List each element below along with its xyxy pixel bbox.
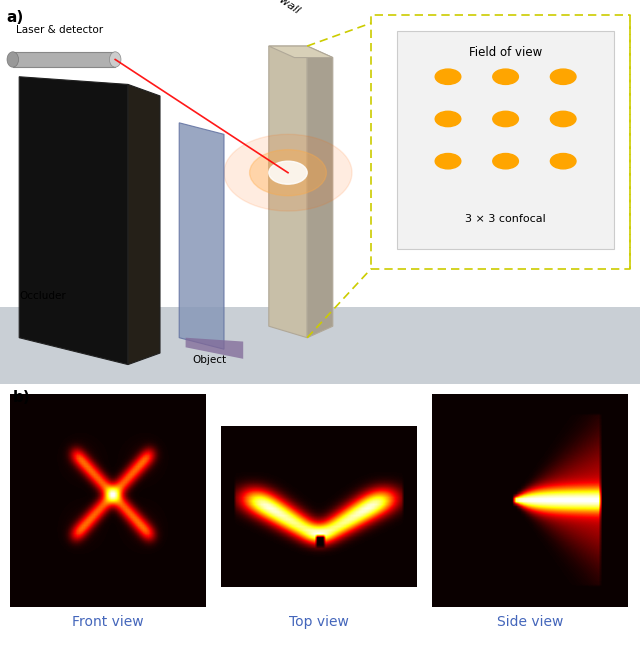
Polygon shape (186, 338, 243, 359)
Polygon shape (307, 46, 333, 338)
Circle shape (435, 69, 461, 85)
Polygon shape (19, 77, 128, 365)
Circle shape (250, 150, 326, 195)
Ellipse shape (109, 52, 121, 67)
Circle shape (435, 154, 461, 169)
Polygon shape (269, 46, 307, 338)
Circle shape (493, 154, 518, 169)
Polygon shape (269, 46, 333, 58)
Circle shape (224, 134, 352, 211)
Circle shape (550, 69, 576, 85)
Text: Object: Object (192, 355, 226, 365)
Text: Field of view: Field of view (469, 46, 542, 59)
Text: Relay wall: Relay wall (249, 0, 301, 15)
Polygon shape (179, 123, 224, 349)
Text: b): b) (13, 390, 31, 405)
Circle shape (269, 161, 307, 184)
Text: 3 × 3 confocal: 3 × 3 confocal (465, 214, 546, 224)
Text: a): a) (6, 10, 24, 24)
Polygon shape (0, 307, 640, 384)
Bar (397, 31, 614, 249)
Circle shape (493, 69, 518, 85)
Text: Top view: Top view (289, 615, 349, 629)
Circle shape (493, 112, 518, 127)
Text: Occluder: Occluder (19, 291, 66, 301)
Circle shape (550, 112, 576, 127)
Text: Laser & detector: Laser & detector (16, 25, 103, 35)
Polygon shape (13, 52, 115, 67)
Ellipse shape (7, 52, 19, 67)
Circle shape (435, 112, 461, 127)
Text: Front view: Front view (72, 615, 143, 629)
Circle shape (550, 154, 576, 169)
Polygon shape (128, 85, 160, 365)
Text: Side view: Side view (497, 615, 563, 629)
